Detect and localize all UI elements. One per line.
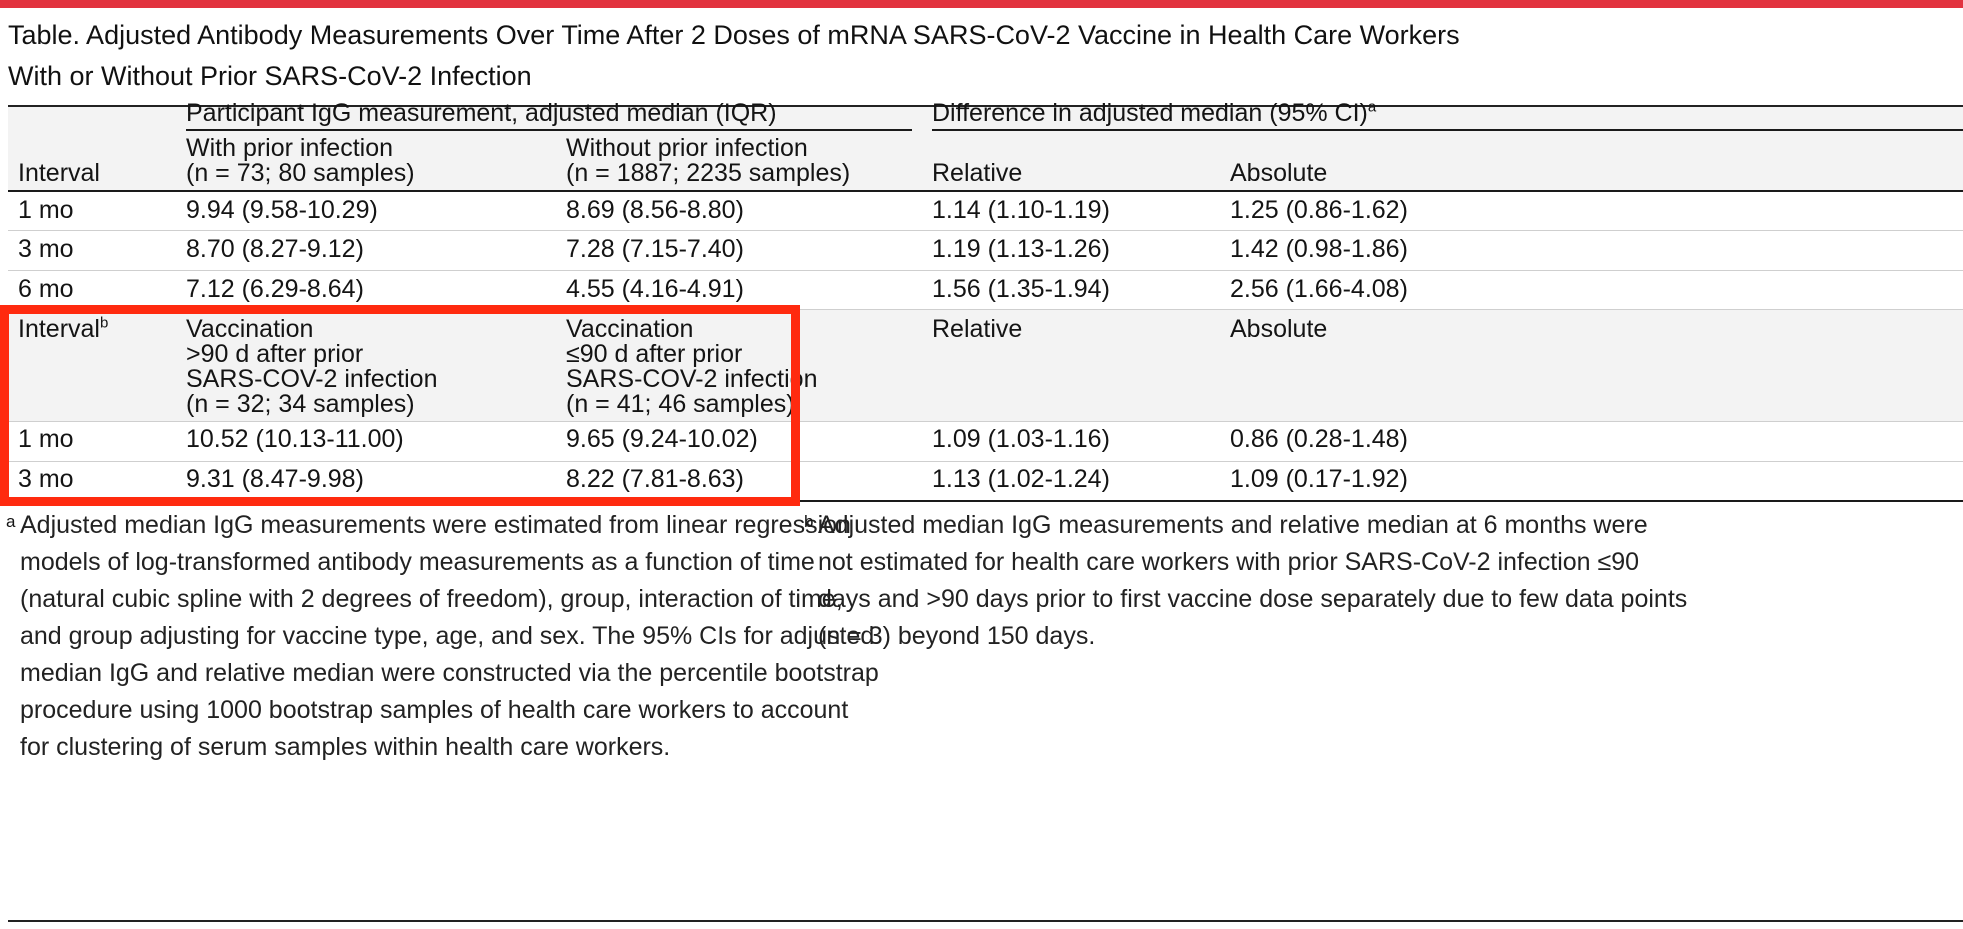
row-divider — [8, 230, 1963, 231]
row-divider — [8, 461, 1963, 462]
row-interval: 6 mo — [18, 275, 74, 303]
row-vacc-le90: 8.22 (7.81-8.63) — [566, 465, 744, 493]
row-vacc-gt90: 10.52 (10.13-11.00) — [186, 425, 404, 453]
table-title: Table. Adjusted Antibody Measurements Ov… — [8, 15, 1460, 97]
highlight-box — [0, 305, 800, 506]
footnote-a-line: (natural cubic spline with 2 degrees of … — [20, 585, 843, 613]
row-relative: 1.13 (1.02-1.24) — [932, 465, 1110, 493]
row-absolute: 1.25 (0.86-1.62) — [1230, 196, 1408, 224]
section-divider — [8, 309, 1963, 310]
row-with-prior: 7.12 (6.29-8.64) — [186, 275, 364, 303]
footnote-a-line: for clustering of serum samples within h… — [20, 733, 671, 761]
col-header-vacc-le90-1: Vaccination — [566, 315, 694, 343]
col-header-without-prior-2: (n = 1887; 2235 samples) — [566, 159, 851, 187]
group-underline-left — [186, 129, 912, 131]
header-shade-2 — [8, 310, 1963, 422]
row-relative: 1.09 (1.03-1.16) — [932, 425, 1110, 453]
footnote-a-line: median IgG and relative median were cons… — [20, 659, 879, 687]
col-header-absolute: Absolute — [1230, 159, 1328, 187]
footnote-b-line: days and >90 days prior to first vaccine… — [818, 585, 1688, 613]
row-interval: 3 mo — [18, 235, 74, 263]
row-absolute: 1.42 (0.98-1.86) — [1230, 235, 1408, 263]
footnote-a-line: and group adjusting for vaccine type, ag… — [20, 622, 875, 650]
row-with-prior: 9.94 (9.58-10.29) — [186, 196, 378, 224]
col-header-absolute-2: Absolute — [1230, 315, 1328, 343]
row-without-prior: 8.69 (8.56-8.80) — [566, 196, 744, 224]
footnote-b: Adjusted median IgG measurements and rel… — [818, 507, 1687, 655]
col-header-vacc-le90-3: SARS-COV-2 infection — [566, 365, 818, 393]
footnote-a-line: Adjusted median IgG measurements were es… — [20, 511, 851, 539]
group-header-difference: Difference in adjusted median (95% CI)a — [932, 98, 1377, 127]
footnote-b-line: (n = 3) beyond 150 days. — [818, 622, 1096, 650]
group-header-igg: Participant IgG measurement, adjusted me… — [186, 99, 777, 127]
title-line-1: Table. Adjusted Antibody Measurements Ov… — [8, 20, 1460, 50]
col-header-relative-2: Relative — [932, 315, 1023, 343]
header-bottom-rule — [8, 190, 1963, 192]
top-accent-bar — [0, 0, 1963, 8]
group-underline-right — [932, 129, 1963, 131]
col-header-vacc-le90-4: (n = 41; 46 samples) — [566, 390, 795, 418]
footnote-a-marker: a — [6, 512, 16, 531]
row-relative: 1.19 (1.13-1.26) — [932, 235, 1110, 263]
header2-bottom-rule — [8, 421, 1963, 422]
col-header-with-prior-2: (n = 73; 80 samples) — [186, 159, 415, 187]
col-header-vacc-gt90-3: SARS-COV-2 infection — [186, 365, 438, 393]
row-absolute: 1.09 (0.17-1.92) — [1230, 465, 1408, 493]
row-divider — [8, 270, 1963, 271]
row-without-prior: 4.55 (4.16-4.91) — [566, 275, 744, 303]
col-header-relative: Relative — [932, 159, 1023, 187]
row-absolute: 2.56 (1.66-4.08) — [1230, 275, 1408, 303]
col-header-without-prior-1: Without prior infection — [566, 134, 808, 162]
row-with-prior: 8.70 (8.27-9.12) — [186, 235, 364, 263]
table-top-rule — [8, 105, 1963, 107]
page-bottom-rule — [8, 920, 1963, 922]
row-relative: 1.14 (1.10-1.19) — [932, 196, 1110, 224]
title-line-2: With or Without Prior SARS-CoV-2 Infecti… — [8, 61, 532, 91]
row-interval: 3 mo — [18, 465, 74, 493]
col-header-interval: Interval — [18, 159, 100, 187]
footnote-b-marker: b — [804, 512, 814, 531]
row-absolute: 0.86 (0.28-1.48) — [1230, 425, 1408, 453]
footnote-b-line: not estimated for health care workers wi… — [818, 548, 1640, 576]
col-header-vacc-gt90-2: >90 d after prior — [186, 340, 364, 368]
col-header-vacc-gt90-1: Vaccination — [186, 315, 314, 343]
header-shade-1 — [8, 107, 1963, 191]
col-header-with-prior-1: With prior infection — [186, 134, 394, 162]
row-without-prior: 7.28 (7.15-7.40) — [566, 235, 744, 263]
row-vacc-gt90: 9.31 (8.47-9.98) — [186, 465, 364, 493]
table-bottom-rule — [8, 500, 1963, 502]
row-interval: 1 mo — [18, 196, 74, 224]
row-vacc-le90: 9.65 (9.24-10.02) — [566, 425, 758, 453]
col-header-vacc-le90-2: ≤90 d after prior — [566, 340, 743, 368]
row-interval: 1 mo — [18, 425, 74, 453]
footnote-b-line: Adjusted median IgG measurements and rel… — [818, 511, 1648, 539]
col-header-vacc-gt90-4: (n = 32; 34 samples) — [186, 390, 415, 418]
col-header-interval-2: Intervalb — [18, 314, 109, 343]
footnote-a: Adjusted median IgG measurements were es… — [20, 507, 879, 766]
row-relative: 1.56 (1.35-1.94) — [932, 275, 1110, 303]
footnote-a-line: models of log-transformed antibody measu… — [20, 548, 815, 576]
footnote-a-line: procedure using 1000 bootstrap samples o… — [20, 696, 849, 724]
